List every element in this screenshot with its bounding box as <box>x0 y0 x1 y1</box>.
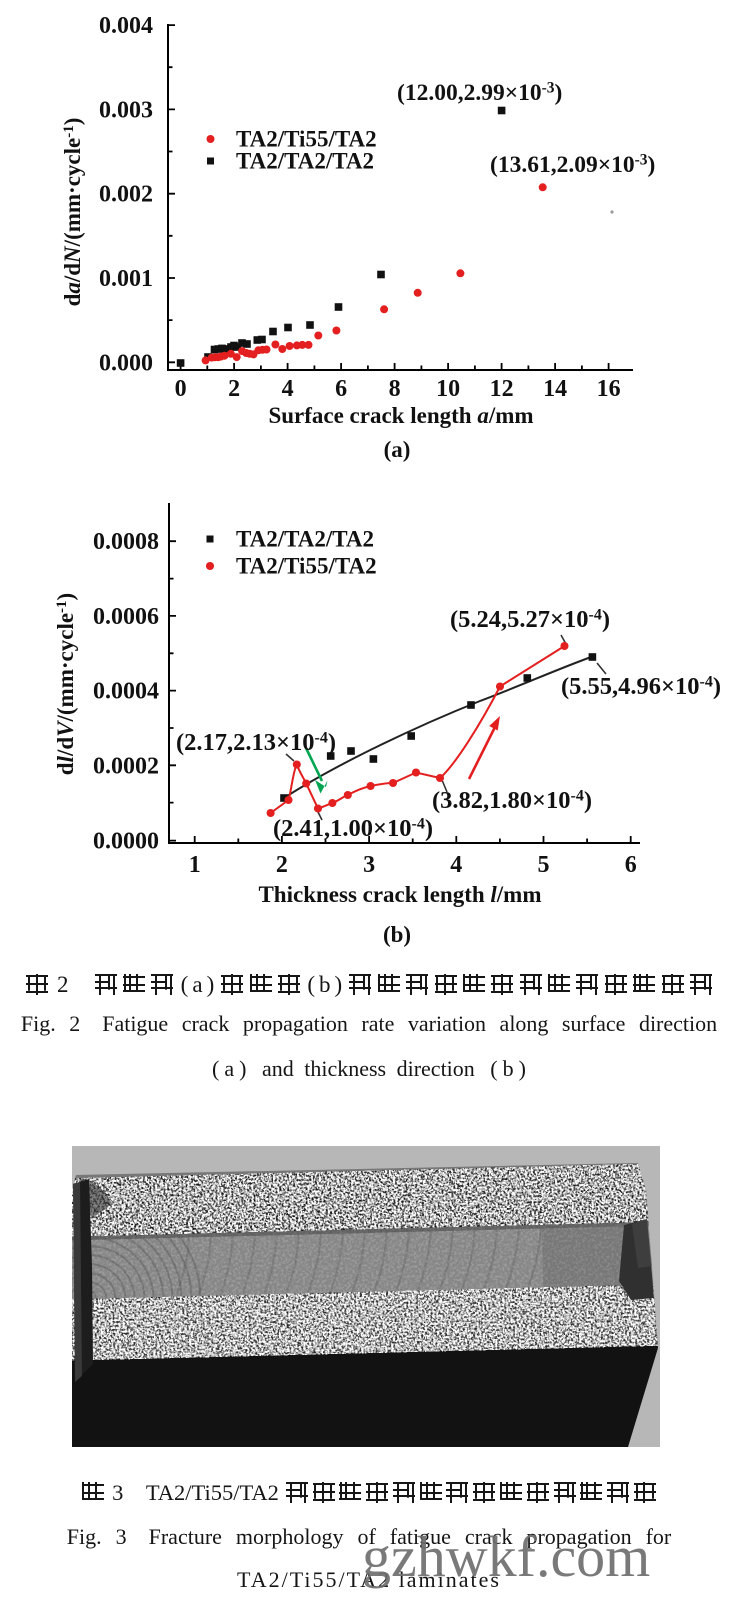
svg-text:0.000: 0.000 <box>99 350 153 376</box>
svg-text:0.004: 0.004 <box>99 13 153 39</box>
svg-text:0.0000: 0.0000 <box>93 829 159 855</box>
svg-text:0.0006: 0.0006 <box>93 604 159 630</box>
svg-text:(3.82,1.80×10-4): (3.82,1.80×10-4) <box>432 787 592 814</box>
svg-text:0.003: 0.003 <box>99 97 153 123</box>
svg-text:0.0002: 0.0002 <box>93 753 159 779</box>
svg-text:Thickness crack length l/mm: Thickness crack length l/mm <box>258 882 541 907</box>
svg-text:(a): (a) <box>384 437 411 462</box>
svg-text:0.0008: 0.0008 <box>93 529 159 555</box>
svg-text:(12.00,2.99×10-3): (12.00,2.99×10-3) <box>397 80 562 107</box>
svg-text:5: 5 <box>538 852 550 878</box>
svg-text:0.001: 0.001 <box>99 266 153 292</box>
svg-text:1: 1 <box>189 852 201 878</box>
svg-text:TA2/TA2/TA2: TA2/TA2/TA2 <box>236 527 374 552</box>
svg-text:16: 16 <box>597 376 621 402</box>
svg-text:10: 10 <box>436 376 460 402</box>
svg-text:(2.17,2.13×10-4): (2.17,2.13×10-4) <box>176 729 336 756</box>
svg-text:TA2/TA2/TA2: TA2/TA2/TA2 <box>236 149 374 174</box>
svg-text:da/dN/(mm·cycle-1): da/dN/(mm·cycle-1) <box>60 118 85 307</box>
svg-text:8: 8 <box>389 376 401 402</box>
svg-text:6: 6 <box>335 376 347 402</box>
svg-text:6: 6 <box>625 852 637 878</box>
svg-text:14: 14 <box>543 376 567 402</box>
svg-text:3: 3 <box>363 852 375 878</box>
svg-text:12: 12 <box>490 376 514 402</box>
svg-text:(b): (b) <box>383 922 411 947</box>
svg-text:TA2/Ti55/TA2: TA2/Ti55/TA2 <box>236 554 377 579</box>
svg-text:2: 2 <box>276 852 288 878</box>
svg-text:0.002: 0.002 <box>99 182 153 208</box>
svg-text:Surface crack length a/mm: Surface crack length a/mm <box>268 403 533 428</box>
svg-text:0: 0 <box>175 376 187 402</box>
svg-text:0.0004: 0.0004 <box>93 679 159 705</box>
svg-text:dl/dV/(mm·cycle-1): dl/dV/(mm·cycle-1) <box>53 593 78 775</box>
svg-text:2: 2 <box>228 376 240 402</box>
svg-text:(2.41,1.00×10-4): (2.41,1.00×10-4) <box>273 815 433 842</box>
svg-text:4: 4 <box>282 376 294 402</box>
svg-text:(13.61,2.09×10-3): (13.61,2.09×10-3) <box>490 152 655 179</box>
svg-text:4: 4 <box>450 852 462 878</box>
svg-text:(5.24,5.27×10-4): (5.24,5.27×10-4) <box>450 606 610 633</box>
svg-text:TA2/Ti55/TA2: TA2/Ti55/TA2 <box>236 127 377 152</box>
svg-text:(5.55,4.96×10-4): (5.55,4.96×10-4) <box>561 673 721 700</box>
